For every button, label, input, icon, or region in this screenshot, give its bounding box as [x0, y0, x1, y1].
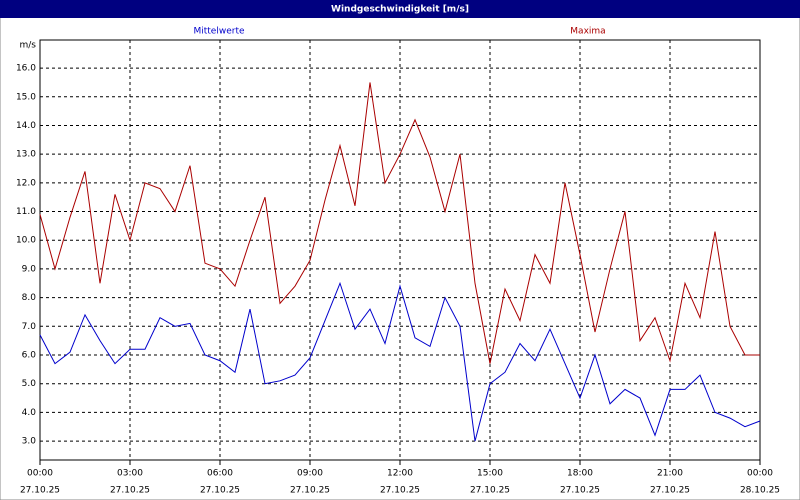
x-tick-label: 15:00: [477, 469, 503, 479]
x-tick-label: 18:00: [567, 469, 593, 479]
y-tick-label: 15.0: [16, 92, 36, 102]
x-tick-label: 21:00: [657, 469, 683, 479]
x-tick-date: 27.10.25: [290, 486, 330, 496]
legend-label: Mittelwerte: [193, 27, 244, 37]
x-tick-date: 27.10.25: [470, 486, 510, 496]
y-tick-label: 3.0: [22, 437, 37, 447]
y-tick-label: 9.0: [22, 264, 37, 274]
x-tick-date: 27.10.25: [110, 486, 150, 496]
x-tick-date: 27.10.25: [380, 486, 420, 496]
chart-title: Windgeschwindigkeit [m/s]: [331, 5, 469, 15]
x-tick-label: 09:00: [297, 469, 323, 479]
x-tick-date: 28.10.25: [740, 486, 780, 496]
y-tick-label: 10.0: [16, 236, 36, 246]
y-tick-label: 12.0: [16, 178, 36, 188]
y-tick-label: 16.0: [16, 64, 36, 74]
title-bar: [0, 0, 800, 18]
y-tick-label: 14.0: [16, 121, 36, 131]
y-tick-label: 6.0: [22, 351, 37, 361]
x-tick-label: 00:00: [747, 469, 773, 479]
series-line: [39, 82, 760, 364]
y-unit: m/s: [20, 41, 37, 51]
x-tick-date: 27.10.25: [200, 486, 240, 496]
y-tick-label: 8.0: [22, 293, 37, 303]
y-tick-label: 7.0: [22, 322, 37, 332]
x-tick-label: 06:00: [207, 469, 233, 479]
y-tick-label: 5.0: [22, 379, 37, 389]
y-tick-label: 13.0: [16, 150, 36, 160]
x-tick-label: 12:00: [387, 469, 413, 479]
y-tick-label: 11.0: [16, 207, 36, 217]
x-tick-date: 27.10.25: [560, 486, 600, 496]
legend-label: Maxima: [570, 27, 605, 37]
series-line: [39, 281, 761, 442]
x-tick-date: 27.10.25: [650, 486, 690, 496]
x-tick-label: 03:00: [117, 469, 143, 479]
x-tick-date: 27.10.25: [20, 486, 60, 496]
y-tick-label: 4.0: [22, 408, 37, 418]
x-tick-label: 00:00: [27, 469, 53, 479]
